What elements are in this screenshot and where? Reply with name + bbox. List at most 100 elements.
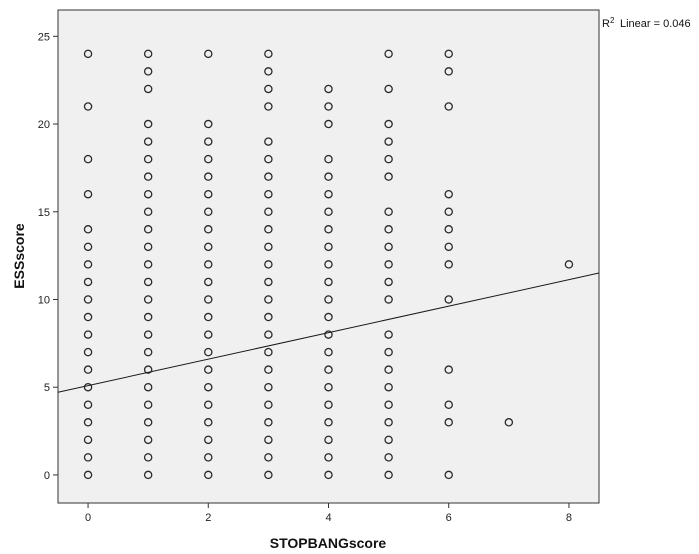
data-point xyxy=(264,435,273,445)
data-point xyxy=(444,295,453,304)
data-point xyxy=(384,49,393,59)
data-point xyxy=(204,49,213,59)
data-point xyxy=(444,102,453,111)
r2-label: Linear = 0.046 xyxy=(620,18,691,30)
data-point xyxy=(83,435,93,445)
data-point xyxy=(143,453,153,462)
data-point xyxy=(143,225,153,234)
data-point xyxy=(384,119,393,129)
data-point xyxy=(204,260,213,269)
x-tick-label: 0 xyxy=(85,512,91,524)
y-tick-label: 0 xyxy=(44,470,50,482)
data-point xyxy=(204,400,213,410)
data-point xyxy=(204,453,213,462)
data-point xyxy=(384,453,393,462)
data-point xyxy=(264,137,273,146)
data-point xyxy=(204,172,213,181)
data-point xyxy=(384,207,393,217)
data-point xyxy=(143,84,153,94)
data-point xyxy=(83,260,93,269)
data-point xyxy=(444,418,453,427)
data-point xyxy=(264,49,273,59)
data-point xyxy=(324,382,333,392)
data-point xyxy=(204,418,213,427)
data-point xyxy=(324,242,333,252)
x-tick-label: 2 xyxy=(205,512,211,524)
data-point xyxy=(143,260,153,269)
data-point xyxy=(324,102,333,111)
data-point xyxy=(264,312,273,322)
data-point xyxy=(143,418,153,427)
y-tick-label: 15 xyxy=(38,207,50,219)
data-point xyxy=(264,470,273,480)
data-point xyxy=(143,119,153,129)
data-point xyxy=(384,435,393,445)
data-point xyxy=(324,172,333,181)
data-point xyxy=(384,277,393,287)
data-point xyxy=(444,470,453,480)
data-point xyxy=(264,453,273,462)
data-point xyxy=(204,365,213,374)
data-point xyxy=(384,400,393,410)
data-point xyxy=(204,312,213,322)
data-point xyxy=(444,365,453,374)
data-point xyxy=(204,347,213,357)
data-point xyxy=(324,418,333,427)
regression-line xyxy=(57,272,600,393)
data-point xyxy=(83,470,93,480)
y-tick-label: 25 xyxy=(38,31,50,43)
data-point xyxy=(264,295,273,304)
data-point xyxy=(204,242,213,252)
data-point xyxy=(264,242,273,252)
data-point xyxy=(143,189,153,199)
y-axis-title: ESSscore xyxy=(11,223,27,289)
data-point xyxy=(384,365,393,374)
data-point xyxy=(384,242,393,252)
r2-symbol: R2 xyxy=(602,16,615,31)
data-point xyxy=(384,382,393,392)
data-point xyxy=(264,172,273,181)
data-point xyxy=(143,435,153,445)
data-point xyxy=(324,453,333,462)
data-point xyxy=(384,137,393,146)
data-point xyxy=(143,277,153,287)
data-point xyxy=(444,207,453,217)
data-point xyxy=(384,260,393,269)
data-point xyxy=(204,189,213,199)
data-point xyxy=(264,330,273,339)
data-point xyxy=(324,470,333,480)
data-point xyxy=(83,154,93,164)
data-point xyxy=(83,400,93,410)
data-point xyxy=(204,207,213,217)
data-point xyxy=(324,189,333,199)
x-tick-label: 4 xyxy=(325,512,331,524)
data-point xyxy=(143,172,153,181)
data-point xyxy=(204,225,213,234)
data-point xyxy=(324,347,333,357)
data-point xyxy=(204,277,213,287)
data-point xyxy=(264,400,273,410)
data-point xyxy=(264,418,273,427)
data-point xyxy=(83,382,93,392)
data-point xyxy=(264,207,273,217)
data-point xyxy=(324,154,333,164)
data-point xyxy=(384,470,393,480)
data-point xyxy=(324,277,333,287)
data-point xyxy=(264,84,273,94)
data-point xyxy=(204,119,213,129)
data-point xyxy=(264,347,273,357)
data-point xyxy=(204,382,213,392)
data-point xyxy=(324,330,333,339)
data-point xyxy=(324,260,333,269)
data-point xyxy=(83,295,93,304)
data-point xyxy=(143,67,153,76)
data-point xyxy=(83,312,93,322)
x-axis: 0 2 4 6 8 xyxy=(85,503,572,524)
data-point xyxy=(83,365,93,374)
data-point xyxy=(143,330,153,339)
data-point xyxy=(264,365,273,374)
data-point xyxy=(83,242,93,252)
data-point xyxy=(204,330,213,339)
data-point xyxy=(83,277,93,287)
